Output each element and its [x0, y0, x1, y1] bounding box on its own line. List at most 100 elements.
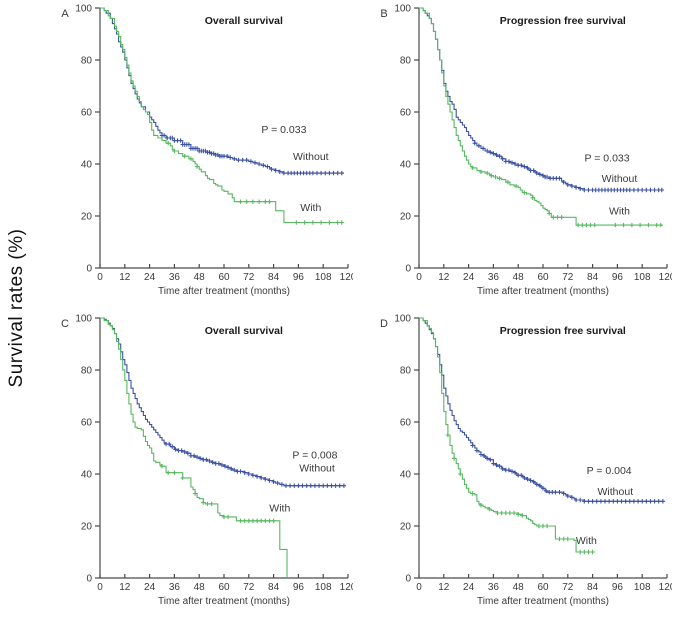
x-tick-label: 96 [612, 272, 624, 283]
x-tick-label: 84 [268, 582, 280, 593]
y-tick-label: 60 [81, 418, 93, 429]
x-tick-label: 120 [340, 582, 353, 593]
series-label-with: With [609, 206, 630, 218]
panel-d: 0 20 40 60 80 100 0 12 24 36 48 60 72 84 96 108 120 Time … [372, 310, 672, 612]
panel-d-chart: 0 20 40 60 80 100 0 12 24 36 48 60 72 84 96 108 120 Time … [380, 314, 672, 608]
x-tick-label: 108 [315, 582, 332, 593]
x-tick-label: 108 [634, 272, 651, 283]
p-value-label: P = 0.033 [585, 152, 630, 164]
censor-marks-without [163, 441, 347, 488]
y-tick-label: 60 [400, 418, 412, 429]
x-tick-label: 24 [144, 582, 156, 593]
panel-title: Progression free survival [500, 15, 626, 27]
x-tick-label: 36 [169, 272, 181, 283]
x-tick-label: 72 [562, 582, 574, 593]
x-axis-title: Time after treatment (months) [158, 286, 290, 297]
x-tick-label: 84 [587, 272, 599, 283]
y-tick-label: 20 [400, 522, 412, 533]
x-tick-label: 60 [537, 582, 549, 593]
series-label-without: Without [598, 486, 634, 498]
x-tick-label: 48 [194, 582, 206, 593]
x-tick-label: 60 [537, 272, 549, 283]
panel-a-chart: 0 20 40 60 80 100 0 12 24 36 48 60 72 84 96 108 120 Time … [61, 4, 353, 298]
panel-c: 0 20 40 60 80 100 0 12 24 36 48 60 72 84 96 108 120 Time … [53, 310, 353, 612]
x-tick-label: 48 [513, 272, 525, 283]
p-value-label: P = 0.004 [587, 465, 632, 477]
x-tick-label: 120 [340, 272, 353, 283]
y-tick-label: 100 [75, 314, 92, 325]
y-tick-label: 0 [86, 264, 92, 275]
x-tick-label: 84 [587, 582, 599, 593]
series-label-with: With [300, 202, 321, 214]
x-tick-label: 0 [97, 582, 103, 593]
x-tick-label: 60 [218, 272, 230, 283]
panel-title: Overall survival [205, 15, 283, 27]
y-tick-label: 40 [81, 160, 93, 171]
x-tick-label: 72 [243, 582, 255, 593]
x-tick-label: 108 [634, 582, 651, 593]
x-tick-label: 72 [243, 272, 255, 283]
x-tick-label: 96 [612, 582, 624, 593]
x-tick-label: 120 [659, 582, 672, 593]
panel-b-chart: 0 20 40 60 80 100 0 12 24 36 48 60 72 84 96 108 120 Time … [380, 4, 672, 298]
x-tick-label: 72 [562, 272, 574, 283]
y-tick-label: 100 [394, 314, 411, 325]
y-tick-label: 40 [400, 160, 412, 171]
x-tick-label: 12 [438, 272, 450, 283]
x-tick-label: 36 [488, 582, 500, 593]
x-tick-label: 24 [463, 582, 475, 593]
x-tick-label: 48 [194, 272, 206, 283]
x-tick-label: 120 [659, 272, 672, 283]
y-tick-label: 40 [81, 470, 93, 481]
x-tick-label: 108 [315, 272, 332, 283]
x-tick-label: 24 [463, 272, 475, 283]
x-tick-label: 36 [488, 272, 500, 283]
y-tick-label: 20 [400, 212, 412, 223]
x-tick-label: 96 [293, 272, 305, 283]
x-tick-label: 12 [438, 582, 450, 593]
p-value-label: P = 0.033 [261, 124, 306, 136]
panel-title: Progression free survival [500, 325, 626, 337]
x-tick-label: 12 [119, 272, 131, 283]
y-axis-label: Survival rates (%) [6, 228, 27, 388]
y-tick-label: 60 [400, 108, 412, 119]
survival-curve-with [100, 7, 344, 224]
series-label-without: Without [293, 151, 329, 163]
series-label-without: Without [602, 173, 638, 185]
survival-curve-without [100, 7, 344, 174]
x-axis-title: Time after treatment (months) [158, 596, 290, 607]
x-tick-label: 0 [416, 272, 422, 283]
survival-curve-without [419, 317, 663, 502]
x-tick-label: 0 [97, 272, 103, 283]
panel-c-chart: 0 20 40 60 80 100 0 12 24 36 48 60 72 84 96 108 120 Time … [61, 314, 353, 608]
y-tick-label: 0 [405, 264, 411, 275]
y-tick-label: 0 [86, 574, 92, 585]
y-tick-label: 20 [81, 522, 93, 533]
panel-letter: C [61, 318, 69, 330]
survival-curve-with [100, 317, 288, 578]
panel-title: Overall survival [205, 325, 283, 337]
panel-letter: D [380, 318, 388, 330]
panel-letter: A [61, 8, 69, 20]
x-tick-label: 96 [293, 582, 305, 593]
survival-curve-with [419, 317, 595, 553]
y-tick-label: 20 [81, 212, 93, 223]
y-tick-label: 80 [81, 56, 93, 67]
panel-a: 0 20 40 60 80 100 0 12 24 36 48 60 72 84 96 108 120 Time … [53, 0, 353, 302]
y-tick-label: 80 [400, 56, 412, 67]
y-tick-label: 0 [405, 574, 411, 585]
x-axis-title: Time after treatment (months) [477, 596, 609, 607]
censor-marks-with [445, 432, 595, 555]
p-value-label: P = 0.008 [292, 449, 337, 461]
x-tick-label: 48 [513, 582, 525, 593]
survival-curve-with [419, 7, 663, 226]
censor-marks-without [470, 443, 666, 504]
panel-letter: B [380, 8, 387, 20]
censor-marks-without [472, 141, 664, 193]
censor-marks-with [166, 141, 344, 225]
series-label-with: With [269, 503, 290, 515]
x-tick-label: 24 [144, 272, 156, 283]
censor-marks-with [159, 464, 276, 523]
x-tick-label: 12 [119, 582, 131, 593]
